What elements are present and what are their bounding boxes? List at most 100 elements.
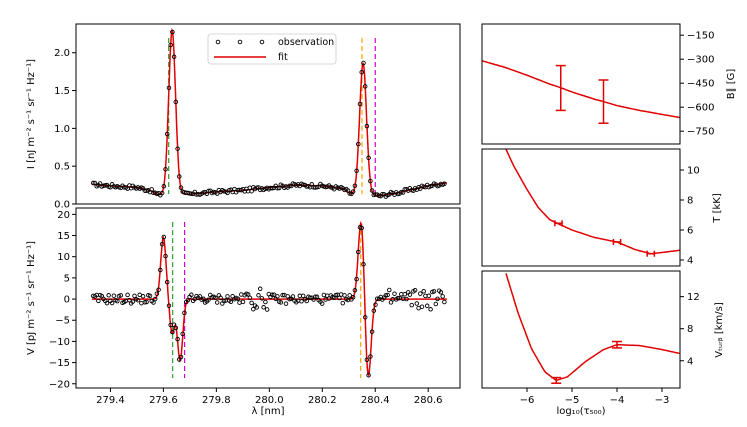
observation-point bbox=[359, 225, 364, 231]
legend-marker-observation bbox=[259, 39, 265, 45]
observation-point bbox=[256, 293, 261, 298]
observation-point bbox=[438, 290, 444, 295]
observation-point bbox=[96, 298, 101, 304]
field-y-label: B∥ [G] bbox=[726, 69, 737, 100]
optical-depth-x-tick-label: −6 bbox=[520, 395, 535, 406]
legend-marker-observation bbox=[215, 39, 221, 45]
observation-point bbox=[237, 300, 242, 305]
temperature-panel: 4 6 8 10 T [kK] bbox=[481, 148, 723, 267]
observation-point bbox=[90, 180, 96, 186]
observation-point bbox=[352, 288, 358, 293]
observation-point bbox=[278, 300, 284, 305]
observation-point bbox=[178, 354, 184, 360]
stokes-v-fit-line bbox=[91, 221, 447, 378]
observation-point bbox=[171, 54, 177, 60]
field-y-ticks: −150 −300 −450 −600 −750 bbox=[680, 31, 714, 138]
observation-point bbox=[287, 183, 292, 189]
observation-point bbox=[104, 300, 110, 306]
field-axes-frame bbox=[481, 23, 681, 145]
observation-point bbox=[106, 293, 111, 298]
observation-point bbox=[247, 295, 253, 301]
observation-point bbox=[264, 307, 270, 312]
field-y-tick-label: −150 bbox=[687, 31, 714, 42]
observation-point bbox=[249, 300, 254, 306]
observation-point bbox=[269, 292, 275, 298]
observation-point bbox=[300, 293, 306, 299]
optical-depth-x-label: log₁₀(τ₅₀₀) bbox=[556, 406, 605, 417]
stokes-v-y-tick-label: 0 bbox=[64, 295, 70, 306]
field-y-tick-label: −450 bbox=[687, 79, 714, 90]
observation-point bbox=[369, 329, 375, 334]
observation-point bbox=[361, 262, 366, 267]
observation-point bbox=[433, 301, 439, 307]
observation-point bbox=[125, 292, 130, 298]
observation-point bbox=[369, 188, 375, 193]
legend-marker-observation bbox=[237, 39, 243, 45]
observation-point bbox=[356, 249, 361, 255]
observation-point bbox=[170, 329, 175, 335]
turbulence-panel: 4 8 12 −6 −5 −4 −3 Vₜᵤᵣᵦ [km/s] log₁₀(τ₅₀₀) bbox=[481, 270, 725, 417]
field-plot-area bbox=[481, 60, 681, 124]
field-y-tick-label: −600 bbox=[687, 103, 714, 114]
observation-point bbox=[228, 299, 234, 305]
observation-point bbox=[118, 293, 124, 298]
stokes-v-axes-frame bbox=[75, 207, 461, 389]
legend-label-observation: observation bbox=[278, 37, 334, 48]
observation-point bbox=[159, 190, 165, 196]
observation-point bbox=[350, 189, 356, 194]
observation-point bbox=[342, 293, 347, 298]
observation-point bbox=[352, 183, 358, 189]
observation-point bbox=[240, 299, 246, 305]
field-y-tick-label: −750 bbox=[687, 127, 714, 138]
observation-point bbox=[402, 291, 408, 297]
stokes-v-y-label: V [pJ m⁻² s⁻¹ sr⁻¹ Hz⁻¹] bbox=[26, 241, 37, 355]
observation-point bbox=[149, 187, 154, 192]
observation-point bbox=[356, 141, 361, 147]
observation-point bbox=[175, 336, 180, 342]
observation-point bbox=[290, 294, 296, 299]
observation-point bbox=[395, 295, 401, 301]
observation-point bbox=[135, 297, 141, 303]
observation-point bbox=[313, 294, 318, 299]
stokes-v-y-tick-label: 10 bbox=[57, 252, 70, 263]
observation-point bbox=[368, 178, 373, 184]
turbulence-plot-area bbox=[505, 273, 681, 384]
observation-point bbox=[366, 373, 371, 378]
observation-point bbox=[221, 189, 227, 194]
observation-point bbox=[245, 292, 251, 297]
field-panel: −150 −300 −450 −600 −750 B∥ [G] bbox=[481, 23, 737, 145]
observation-point bbox=[276, 185, 282, 191]
observation-point bbox=[409, 302, 414, 308]
observation-point bbox=[421, 289, 426, 294]
turbulence-y-tick-label: 12 bbox=[687, 292, 700, 303]
observation-point bbox=[362, 315, 368, 320]
observation-point bbox=[214, 191, 220, 196]
intensity-y-tick-label: 1.0 bbox=[54, 124, 70, 135]
field-curve bbox=[481, 60, 681, 119]
observation-point bbox=[251, 306, 256, 312]
observation-point bbox=[424, 303, 430, 309]
observation-point bbox=[283, 301, 289, 306]
legend-label-fit: fit bbox=[278, 52, 288, 63]
observation-point bbox=[201, 296, 206, 302]
temperature-plot-area bbox=[505, 148, 681, 257]
observation-point bbox=[259, 296, 265, 301]
observation-point bbox=[387, 287, 392, 293]
wavelength-x-tick-label: 280.4 bbox=[361, 395, 390, 406]
stokes-v-y-tick-label: −15 bbox=[49, 358, 70, 369]
observation-point bbox=[130, 299, 136, 304]
wavelength-x-tick-label: 280.0 bbox=[255, 395, 284, 406]
observation-point bbox=[385, 292, 390, 298]
observation-point bbox=[337, 295, 342, 301]
turbulence-y-tick-label: 8 bbox=[687, 324, 693, 335]
observation-point bbox=[263, 299, 268, 305]
observation-point bbox=[354, 168, 359, 174]
observation-point bbox=[156, 287, 161, 292]
wavelength-x-tick-label: 279.6 bbox=[149, 395, 178, 406]
observation-point bbox=[154, 291, 160, 296]
observation-point bbox=[354, 276, 359, 282]
temperature-axes-frame bbox=[481, 148, 681, 267]
wavelength-x-label: λ [nm] bbox=[252, 406, 285, 417]
stokes-v-x-ticks: 279.4 279.6 279.8 280.0 280.2 280.4 280.6 bbox=[96, 388, 443, 406]
